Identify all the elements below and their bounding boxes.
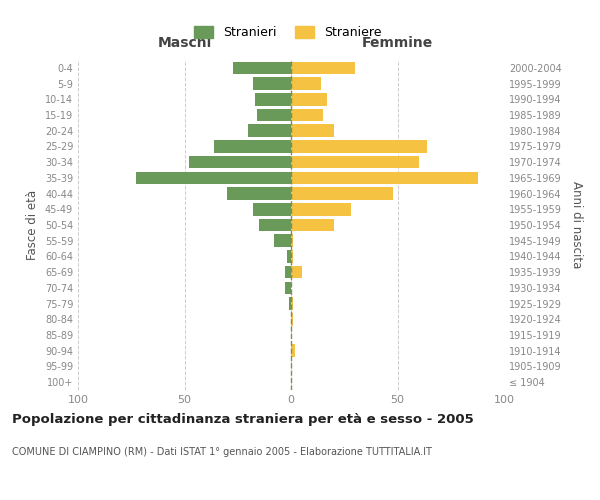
- Bar: [291, 218, 334, 232]
- Bar: [291, 298, 293, 310]
- Bar: [257, 108, 291, 122]
- Y-axis label: Fasce di età: Fasce di età: [26, 190, 39, 260]
- Bar: [287, 250, 291, 262]
- Bar: [291, 62, 355, 74]
- Bar: [291, 313, 293, 326]
- Bar: [136, 172, 291, 184]
- Bar: [259, 218, 291, 232]
- Bar: [291, 203, 350, 215]
- Bar: [291, 188, 393, 200]
- Legend: Stranieri, Straniere: Stranieri, Straniere: [190, 21, 386, 44]
- Bar: [291, 156, 419, 168]
- Bar: [289, 298, 291, 310]
- Text: COMUNE DI CIAMPINO (RM) - Dati ISTAT 1° gennaio 2005 - Elaborazione TUTTITALIA.I: COMUNE DI CIAMPINO (RM) - Dati ISTAT 1° …: [12, 447, 432, 457]
- Bar: [291, 140, 427, 152]
- Bar: [291, 172, 478, 184]
- Bar: [291, 344, 295, 357]
- Bar: [291, 234, 293, 247]
- Bar: [284, 282, 291, 294]
- Bar: [233, 62, 291, 74]
- Bar: [291, 266, 302, 278]
- Bar: [253, 203, 291, 215]
- Bar: [248, 124, 291, 137]
- Bar: [214, 140, 291, 152]
- Bar: [284, 266, 291, 278]
- Bar: [189, 156, 291, 168]
- Bar: [291, 250, 293, 262]
- Text: Maschi: Maschi: [157, 36, 212, 50]
- Bar: [274, 234, 291, 247]
- Y-axis label: Anni di nascita: Anni di nascita: [570, 182, 583, 268]
- Bar: [291, 108, 323, 122]
- Text: Femmine: Femmine: [362, 36, 433, 50]
- Bar: [253, 78, 291, 90]
- Bar: [291, 93, 327, 106]
- Bar: [291, 124, 334, 137]
- Bar: [255, 93, 291, 106]
- Bar: [291, 78, 321, 90]
- Text: Popolazione per cittadinanza straniera per età e sesso - 2005: Popolazione per cittadinanza straniera p…: [12, 412, 474, 426]
- Bar: [227, 188, 291, 200]
